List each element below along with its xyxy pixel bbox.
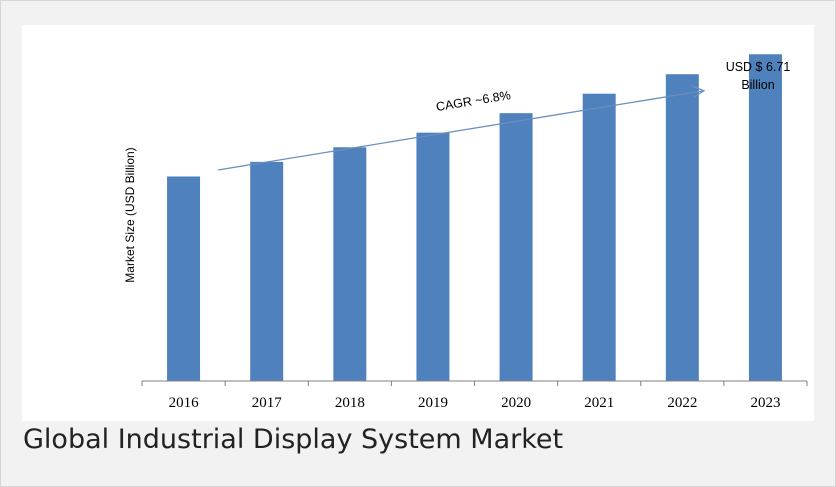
- bars-layer: [167, 54, 782, 382]
- y-axis-label: Market Size (USD Billion): [123, 147, 137, 282]
- cagr-arrow-head: [691, 85, 706, 98]
- bar-2019: [416, 132, 450, 381]
- x-tick-label-2020: 2020: [501, 395, 531, 411]
- bar-2017: [250, 161, 284, 381]
- chart-panel: 2016 2017 2018 2019 2020 2021 2022 2023 Market …: [22, 25, 814, 421]
- x-tick-label-2023: 2023: [750, 395, 780, 411]
- bar-2016: [167, 176, 201, 381]
- x-tick-label-2018: 2018: [335, 395, 365, 411]
- x-tick-label-2022: 2022: [667, 395, 697, 411]
- x-tick-label-2019: 2019: [418, 395, 448, 411]
- bar-2018: [333, 147, 367, 381]
- x-tick-label-2017: 2017: [252, 395, 283, 411]
- cagr-arrow-line: [217, 90, 703, 171]
- last-value-label-line2: Billion: [741, 78, 774, 92]
- x-ticks-layer: [141, 381, 808, 386]
- last-value-label-line1: USD $ 6.71: [726, 60, 791, 74]
- x-tick-label-2021: 2021: [584, 395, 614, 411]
- bar-2022: [665, 74, 699, 381]
- cagr-label: CAGR ~6.8%: [435, 88, 512, 114]
- x-tick-labels-layer: 2016 2017 2018 2019 2020 2021 2022 2023: [169, 395, 781, 411]
- bar-2021: [582, 93, 616, 382]
- bar-2020: [499, 113, 533, 381]
- bar-2023: [748, 54, 782, 382]
- x-tick-label-2016: 2016: [169, 395, 200, 411]
- bar-chart: 2016 2017 2018 2019 2020 2021 2022 2023 Market …: [123, 54, 808, 411]
- figure-caption: Global Industrial Display System Market: [23, 424, 564, 455]
